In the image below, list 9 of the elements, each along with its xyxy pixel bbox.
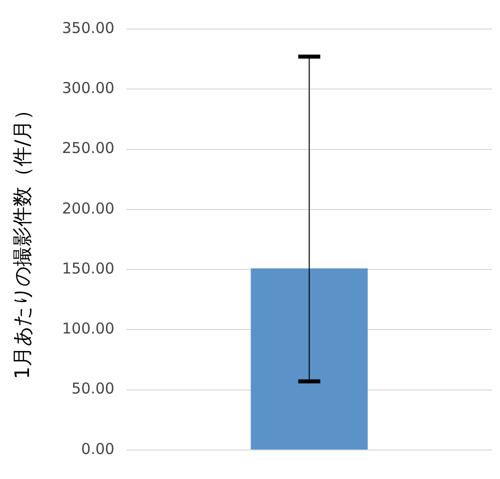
y-tick-label: 150.00 bbox=[62, 259, 114, 278]
y-tick-label: 0.00 bbox=[81, 440, 114, 458]
y-tick-label: 50.00 bbox=[72, 380, 114, 398]
y-tick-label: 350.00 bbox=[62, 18, 114, 37]
y-tick-label: 250.00 bbox=[62, 139, 114, 158]
y-tick-label: 200.00 bbox=[62, 199, 114, 218]
y-tick-label: 300.00 bbox=[62, 79, 114, 98]
y-tick-label: 100.00 bbox=[62, 320, 114, 338]
y-axis-title: 1月あたりの撮影件数（件/月） bbox=[10, 100, 34, 380]
